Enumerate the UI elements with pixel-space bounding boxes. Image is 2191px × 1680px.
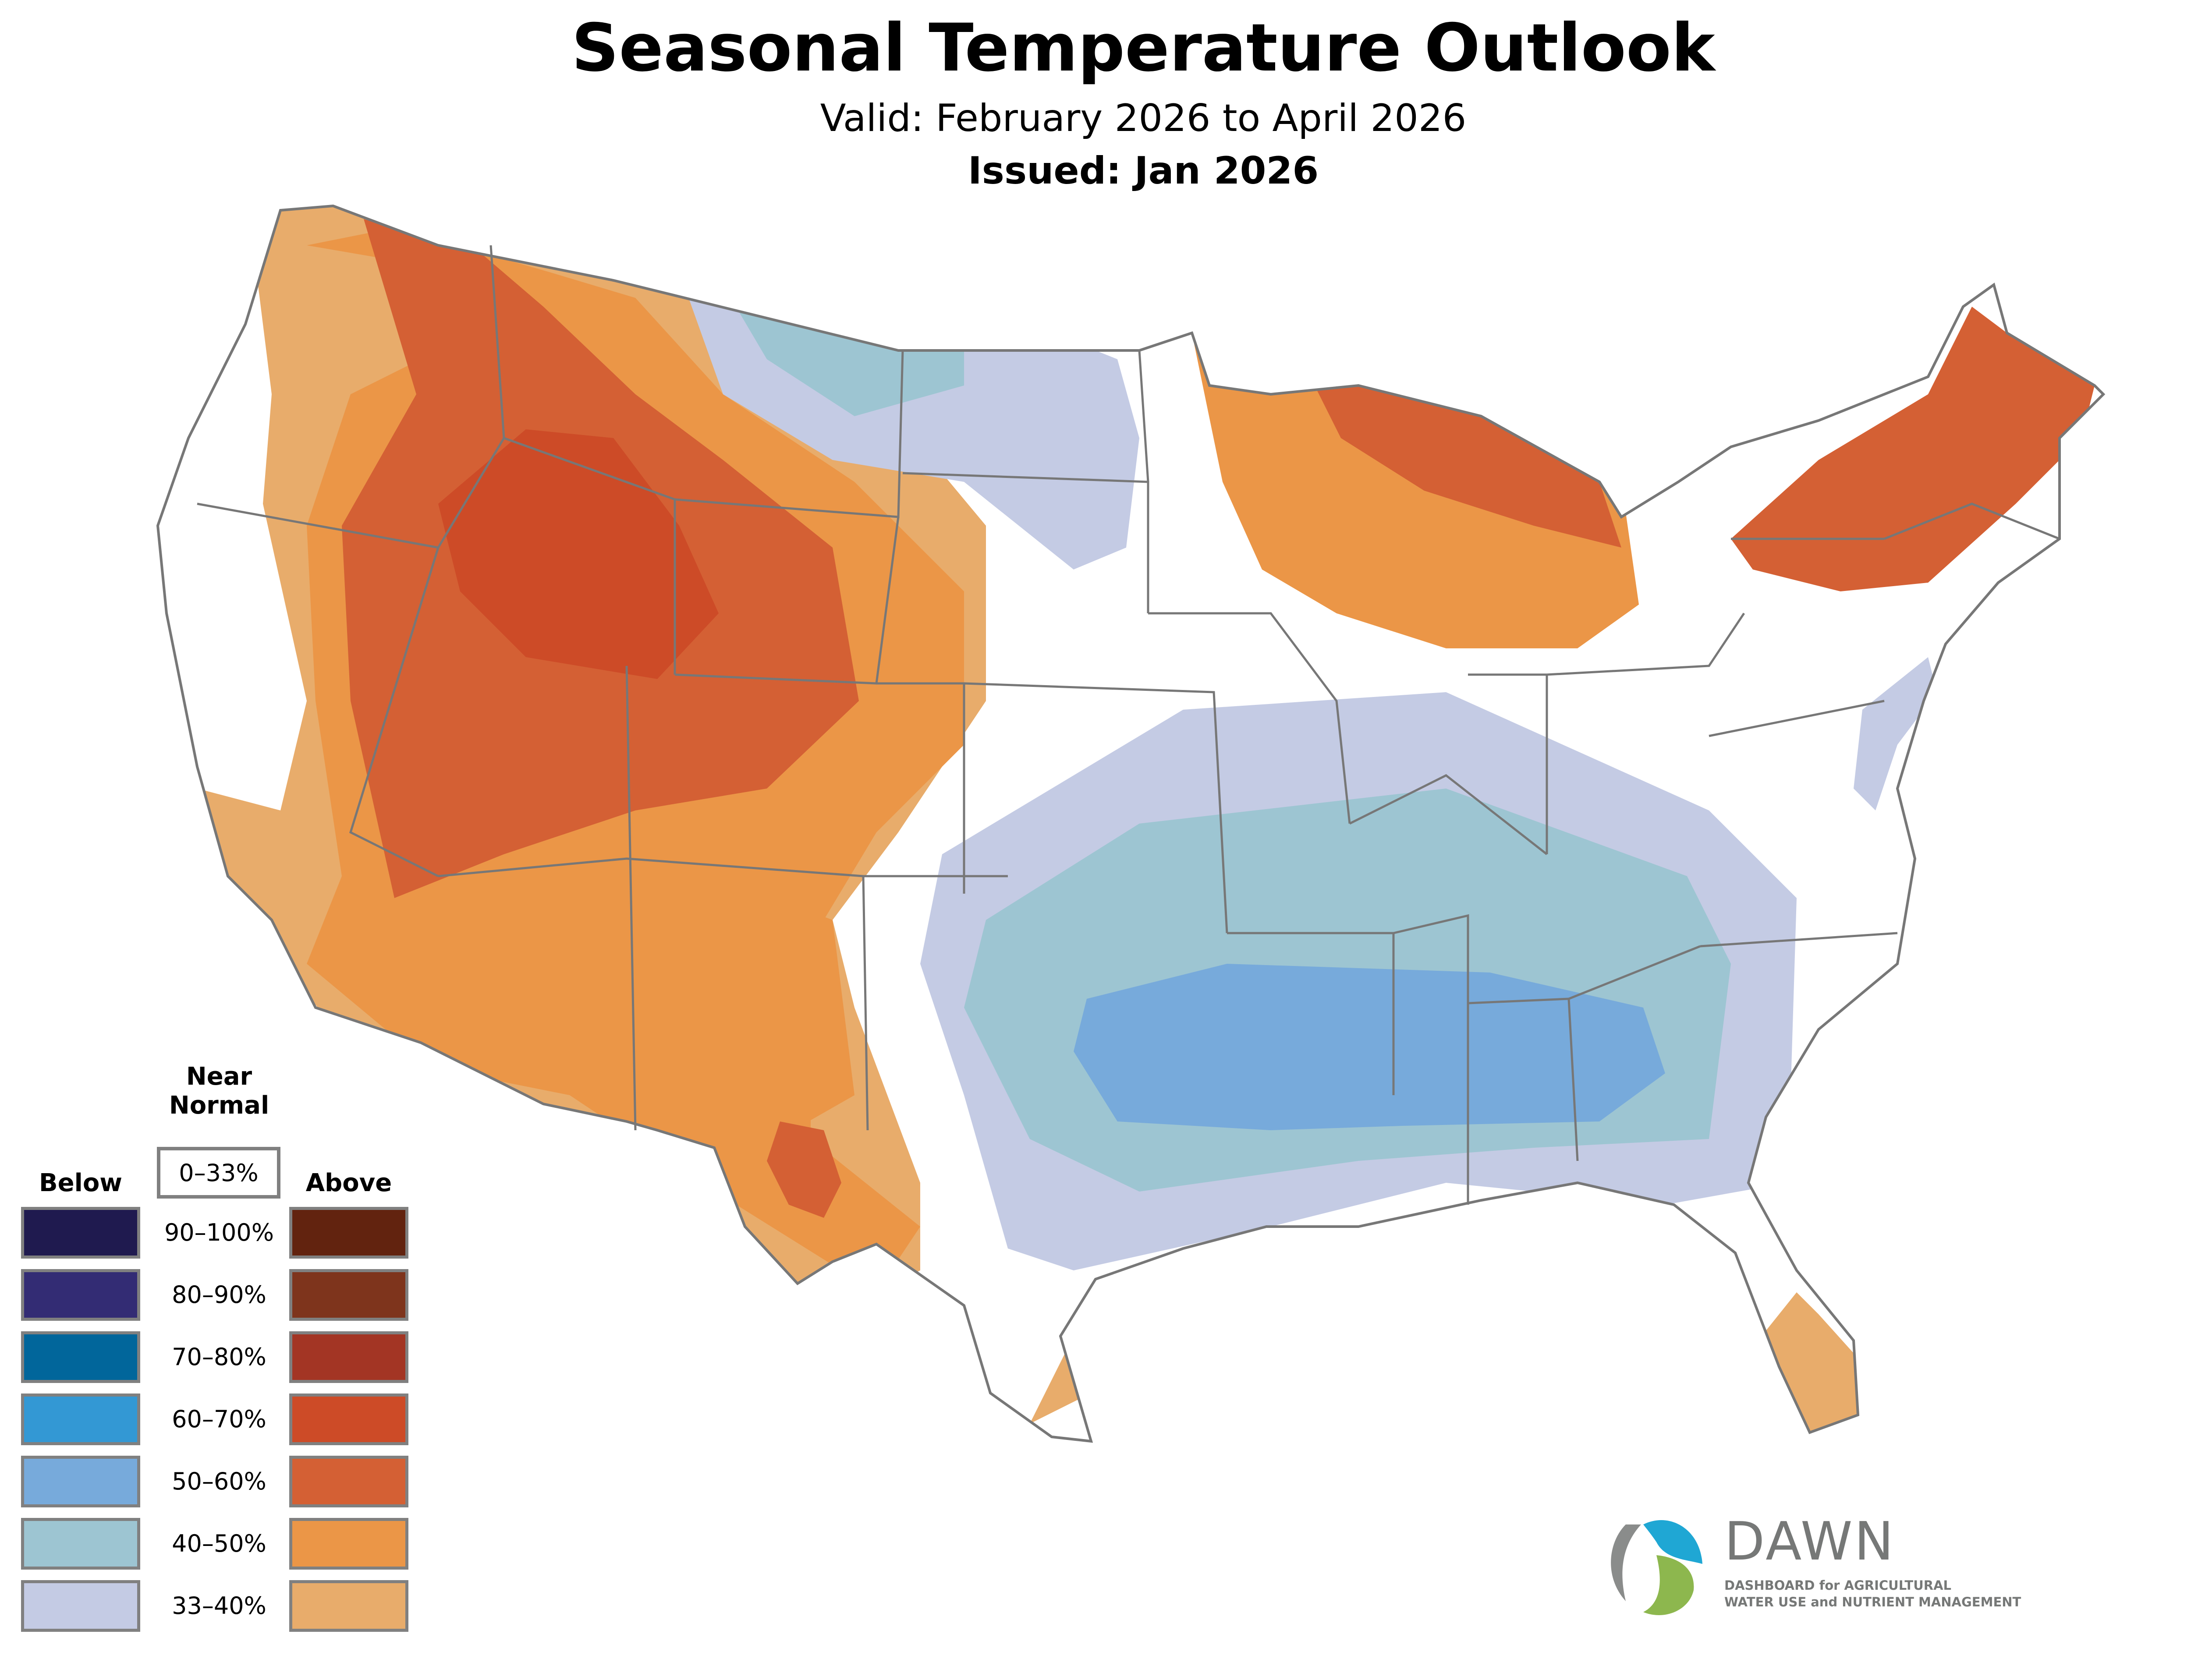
dawn-logo-icon <box>1605 1502 1708 1617</box>
legend-near-normal-range-text: 0–33% <box>179 1159 259 1187</box>
legend-swatch-below <box>21 1580 140 1632</box>
logo-circuit-shape <box>1611 1524 1641 1601</box>
outlook-zone-mid-atlantic-below <box>1854 657 1937 810</box>
state-border <box>438 857 1008 877</box>
legend-swatch-above <box>289 1456 408 1507</box>
state-border <box>1709 700 1885 737</box>
legend-swatch-above <box>289 1580 408 1632</box>
legend-swatch-above <box>289 1394 408 1445</box>
legend-swatch-above <box>289 1331 408 1383</box>
logo-tagline: DASHBOARD for AGRICULTURAL WATER USE and… <box>1724 1577 2021 1610</box>
outlook-zone-new-england-above <box>1731 307 2095 591</box>
state-border <box>1700 932 1898 948</box>
legend-range-label: 90–100% <box>164 1219 274 1246</box>
legend-swatch-below <box>21 1331 140 1383</box>
logo-water-drop <box>1643 1520 1702 1564</box>
outlook-zone-florida-above <box>1762 1292 1858 1432</box>
legend-swatch-below <box>21 1518 140 1570</box>
map-title: Seasonal Temperature Outlook <box>571 10 1715 86</box>
issued-date: Issued: Jan 2026 <box>968 149 1319 193</box>
state-border <box>625 665 637 1131</box>
legend-range-label: 60–70% <box>172 1405 266 1433</box>
legend-swatch-below <box>21 1394 140 1445</box>
state-border <box>964 682 1228 934</box>
legend-swatch-below <box>21 1269 140 1321</box>
legend-near-normal-label: Near Normal <box>169 1062 269 1120</box>
legend-swatch-above <box>289 1207 408 1259</box>
logo-name: DAWN <box>1724 1511 1896 1572</box>
legend-range-label: 40–50% <box>172 1530 266 1557</box>
state-border <box>674 350 904 518</box>
state-border <box>1393 914 1469 1205</box>
outlook-zone-upper-michigan-above <box>1315 377 1621 548</box>
state-border <box>349 547 440 877</box>
legend-below-label: Below <box>39 1169 123 1197</box>
valid-period: Valid: February 2026 to April 2026 <box>820 96 1467 140</box>
legend-range-label: 80–90% <box>172 1281 266 1309</box>
legend-above-label: Above <box>305 1169 392 1197</box>
legend-range-label: 70–80% <box>172 1343 266 1371</box>
state-border <box>489 245 505 439</box>
us-outline <box>156 204 2106 1443</box>
outlook-zone-great-lakes-above <box>1192 333 1639 648</box>
legend-swatch-above <box>289 1518 408 1570</box>
state-border <box>1546 612 1745 676</box>
state-border <box>1884 502 2060 540</box>
outlook-zone-west-texas-core-above <box>767 1121 841 1218</box>
legend-range-label: 33–40% <box>172 1592 266 1620</box>
legend-swatch-below <box>21 1456 140 1507</box>
legend-range-label: 50–60% <box>172 1468 266 1495</box>
state-border <box>903 349 1149 482</box>
state-border <box>1568 945 1701 1000</box>
state-border <box>1148 612 1351 824</box>
logo-leaf <box>1643 1555 1694 1615</box>
outlook-zone-deep-south-core-below <box>1074 964 1665 1130</box>
state-border <box>862 876 869 1131</box>
state-border <box>1349 774 1548 855</box>
logo-tagline-line2: WATER USE and NUTRIENT MANAGEMENT <box>1724 1595 2021 1609</box>
legend-near-normal-range: 0–33% <box>157 1147 280 1199</box>
logo-tagline-line1: DASHBOARD for AGRICULTURAL <box>1724 1578 1951 1593</box>
outlook-zone-idaho-montana-core-above <box>438 429 719 679</box>
outlook-zone-southwest-above <box>438 854 854 1183</box>
legend-swatch-below <box>21 1207 140 1259</box>
legend-swatch-above <box>289 1269 408 1321</box>
